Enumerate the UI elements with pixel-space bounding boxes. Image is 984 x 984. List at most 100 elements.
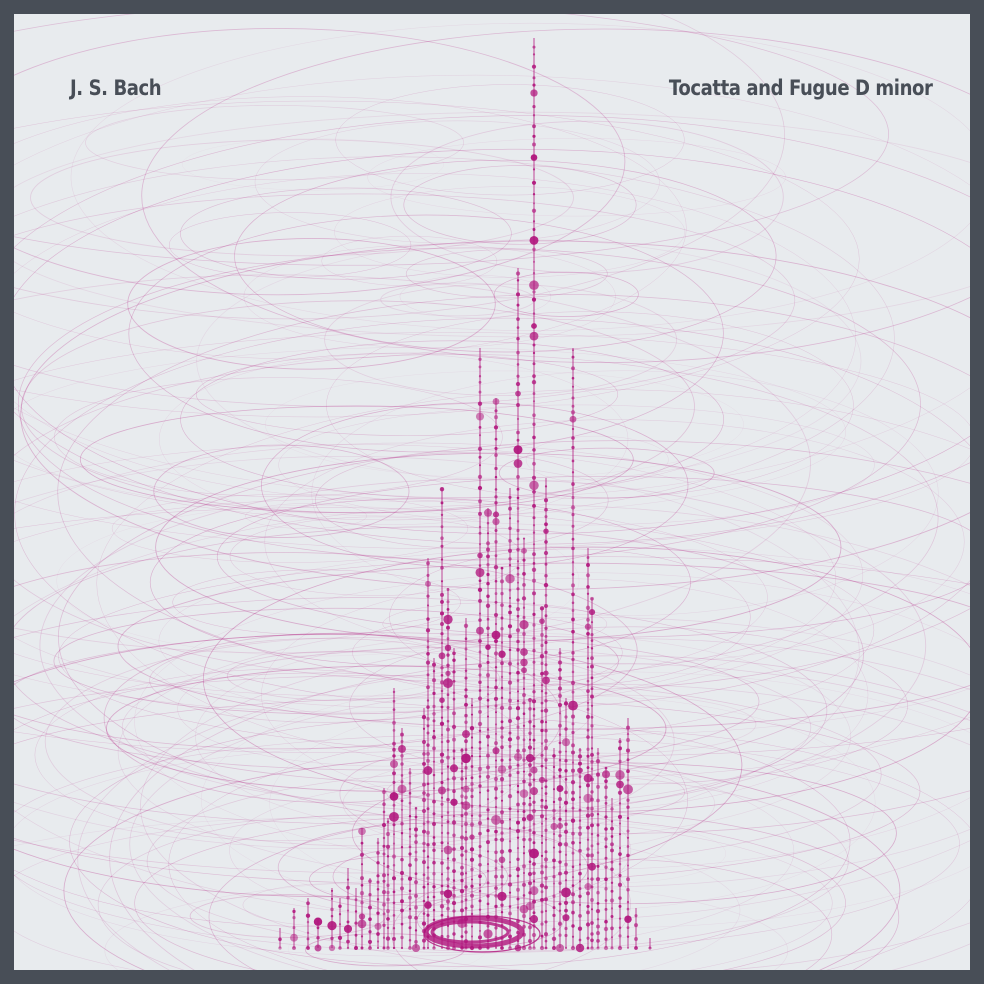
note-dot [376, 898, 380, 901]
note-dot [446, 906, 450, 911]
note-dot [292, 946, 296, 950]
note-dot [497, 765, 507, 774]
note-dot [532, 448, 536, 452]
note-dot [540, 643, 544, 648]
note-dot [528, 707, 532, 711]
note-dot [583, 793, 593, 803]
note-dot [539, 814, 545, 819]
note-dot [508, 861, 512, 864]
note-dot [499, 705, 505, 711]
note-dot [426, 876, 430, 880]
note-dot [386, 865, 390, 868]
note-dot [494, 501, 498, 505]
note-dot [590, 760, 594, 764]
note-dot [452, 814, 456, 818]
note-dot [392, 741, 396, 746]
note-dot [440, 632, 444, 636]
note-dot [519, 789, 529, 798]
note-dot [578, 871, 582, 876]
note-dot [452, 869, 456, 873]
note-dot [486, 693, 490, 696]
note-dot [584, 623, 592, 630]
orbit-ellipse [189, 894, 387, 938]
note-dot [494, 766, 498, 769]
note-dot [531, 808, 537, 814]
note-dot [426, 883, 430, 886]
note-dot [553, 882, 555, 885]
note-dot [469, 857, 475, 862]
note-dot [516, 487, 520, 491]
note-dot [398, 744, 406, 753]
note-dot [516, 279, 520, 282]
note-dot [516, 874, 520, 878]
note-dot [571, 560, 575, 564]
note-dot [478, 883, 482, 887]
note-dot [446, 637, 450, 641]
note-dot [507, 737, 513, 742]
note-dot [596, 918, 600, 921]
note-dot [493, 651, 499, 656]
note-dot [590, 767, 594, 771]
note-dot [558, 676, 562, 681]
note-dot [500, 720, 504, 724]
note-dot [516, 417, 520, 421]
note-dot [392, 864, 396, 867]
note-dot [586, 747, 590, 751]
note-dot [494, 437, 498, 441]
orbit-ellipse [57, 294, 970, 691]
note-dot [500, 903, 504, 907]
note-dot [292, 909, 296, 914]
note-dot [532, 648, 536, 653]
note-dot [571, 546, 575, 551]
note-dot [508, 929, 512, 932]
note-dot [446, 787, 450, 792]
note-dot [499, 777, 505, 782]
note-dot [590, 790, 594, 794]
note-dot [590, 687, 594, 690]
note-dot [571, 657, 575, 662]
note-dot [452, 893, 456, 898]
note-dot [432, 848, 436, 853]
note-dot [494, 679, 498, 682]
note-dot [464, 657, 468, 661]
note-dot [392, 927, 396, 930]
orbit-ellipse [14, 444, 836, 713]
note-dot [382, 936, 386, 939]
orbit-ellipse [63, 756, 901, 970]
note-dot [446, 755, 450, 760]
note-dot [440, 599, 444, 604]
note-dot [540, 753, 544, 757]
note-dot [558, 806, 562, 809]
note-dot [532, 880, 536, 883]
note-dot [400, 799, 404, 803]
note-dot [426, 685, 430, 690]
note-dot [382, 802, 386, 806]
note-dot [570, 892, 576, 897]
note-dot [626, 798, 630, 802]
note-dot [446, 811, 450, 814]
note-dot [408, 801, 412, 805]
orbit-ellipse [21, 300, 695, 514]
note-dot [500, 831, 504, 835]
note-dot [532, 543, 536, 546]
note-dot [422, 829, 426, 834]
note-dot [381, 873, 387, 878]
note-dot [421, 739, 427, 745]
note-dot [484, 508, 492, 517]
orbit-ellipse [14, 814, 833, 970]
note-dot [446, 866, 450, 870]
orbit-ellipse [14, 347, 846, 517]
note-dot [578, 826, 582, 830]
note-dot [478, 618, 482, 622]
note-dot [539, 883, 545, 888]
note-dot [446, 915, 450, 918]
note-dot [508, 827, 512, 830]
note-dot [464, 777, 468, 780]
note-dot [571, 884, 575, 887]
note-dot [426, 792, 430, 797]
note-dot [532, 673, 536, 676]
note-dot [516, 547, 520, 552]
note-dot [544, 515, 548, 519]
note-dot [400, 732, 404, 737]
note-dot [604, 877, 608, 882]
